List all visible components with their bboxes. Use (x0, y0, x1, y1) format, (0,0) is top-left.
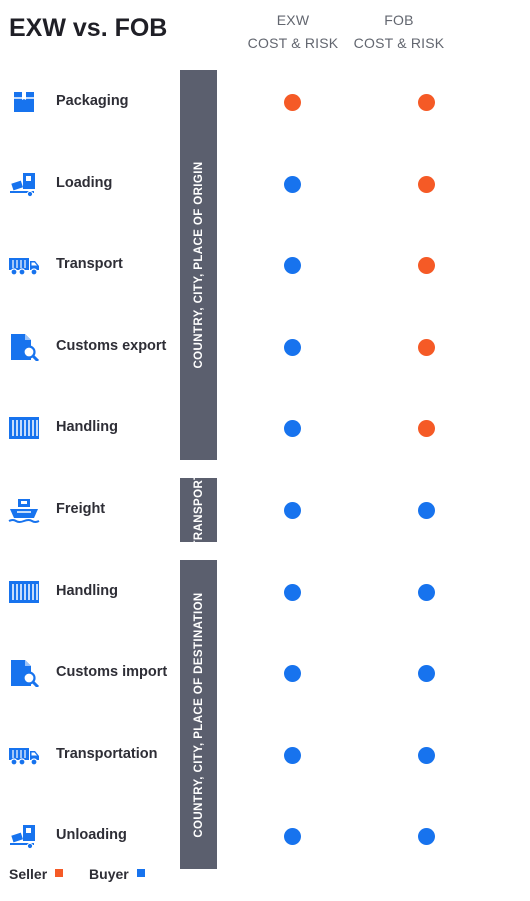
stage-band-label: COUNTRY, CITY, PLACE OF DESTINATION (192, 591, 205, 838)
table-row: Handling (0, 572, 530, 612)
table-row: Unloading (0, 816, 530, 856)
row-label: Transport (56, 256, 123, 273)
exw-buyer-dot (284, 420, 301, 438)
ship-icon (8, 496, 40, 524)
table-row: Packaging (0, 82, 530, 122)
legend-label-buyer: Buyer (89, 866, 129, 882)
legend-swatch-buyer (136, 869, 145, 877)
customs-document-icon (8, 333, 40, 361)
fob-buyer-dot (418, 502, 435, 519)
container-icon (8, 414, 40, 442)
fob-buyer-dot (418, 665, 435, 683)
fob-seller-dot (418, 94, 435, 111)
row-label: Loading (56, 174, 113, 191)
legend-label-seller: Seller (9, 866, 48, 882)
page-title: EXW vs. FOB (9, 14, 168, 42)
package-icon (8, 88, 40, 116)
customs-document-icon (8, 659, 40, 688)
exw-buyer-dot (284, 746, 301, 764)
loading-icon (8, 170, 40, 198)
column-header-exw-term: EXW (276, 12, 310, 28)
column-header-exw: EXW COST & RISK (238, 9, 348, 55)
legend-swatch-seller (55, 869, 64, 877)
fob-seller-dot (418, 175, 435, 193)
fob-buyer-dot (418, 583, 435, 601)
exw-buyer-dot (284, 502, 301, 519)
exw-buyer-dot (284, 257, 301, 275)
table-row: Loading (0, 164, 530, 204)
table-row: Customs export (0, 327, 530, 367)
table-row: Transportation (0, 735, 530, 775)
row-label: Handling (56, 582, 119, 599)
fob-seller-dot (418, 420, 435, 438)
stage-band: COUNTRY, CITY, PLACE OF ORIGIN (180, 70, 217, 460)
exw-buyer-dot (284, 665, 301, 683)
fob-seller-dot (418, 338, 435, 356)
truck-icon (8, 741, 40, 769)
column-header-fob: FOB COST & RISK (344, 9, 454, 55)
fob-buyer-dot (418, 746, 435, 764)
exw-buyer-dot (284, 828, 301, 846)
row-label: Unloading (56, 827, 127, 844)
exw-buyer-dot (284, 175, 301, 193)
fob-seller-dot (418, 257, 435, 275)
exw-seller-dot (284, 94, 301, 111)
truck-icon (8, 251, 40, 279)
stage-band: TRANSPORT (180, 472, 217, 548)
exw-buyer-dot (284, 338, 301, 356)
row-label: Freight (56, 501, 106, 517)
column-header-fob-term: FOB (384, 12, 414, 28)
table-row: Handling (0, 408, 530, 448)
column-header-fob-subtitle: COST & RISK (353, 35, 445, 51)
row-label: Transportation (56, 745, 158, 762)
loading-icon (8, 822, 40, 850)
column-header-exw-subtitle: COST & RISK (247, 35, 339, 51)
table-row: Customs import (0, 653, 530, 693)
fob-buyer-dot (418, 828, 435, 846)
legend-item-buyer: Buyer (89, 866, 145, 882)
exw-buyer-dot (284, 583, 301, 601)
legend: Seller Buyer (9, 866, 167, 882)
container-icon (8, 578, 40, 606)
row-label: Customs import (56, 664, 168, 681)
row-label: Packaging (56, 93, 129, 109)
table-row: Transport (0, 245, 530, 285)
table-row: Freight (0, 490, 530, 530)
stage-band: COUNTRY, CITY, PLACE OF DESTINATION (180, 560, 217, 869)
legend-item-seller: Seller (9, 866, 64, 882)
row-label: Customs export (56, 337, 167, 354)
row-label: Handling (56, 419, 119, 436)
